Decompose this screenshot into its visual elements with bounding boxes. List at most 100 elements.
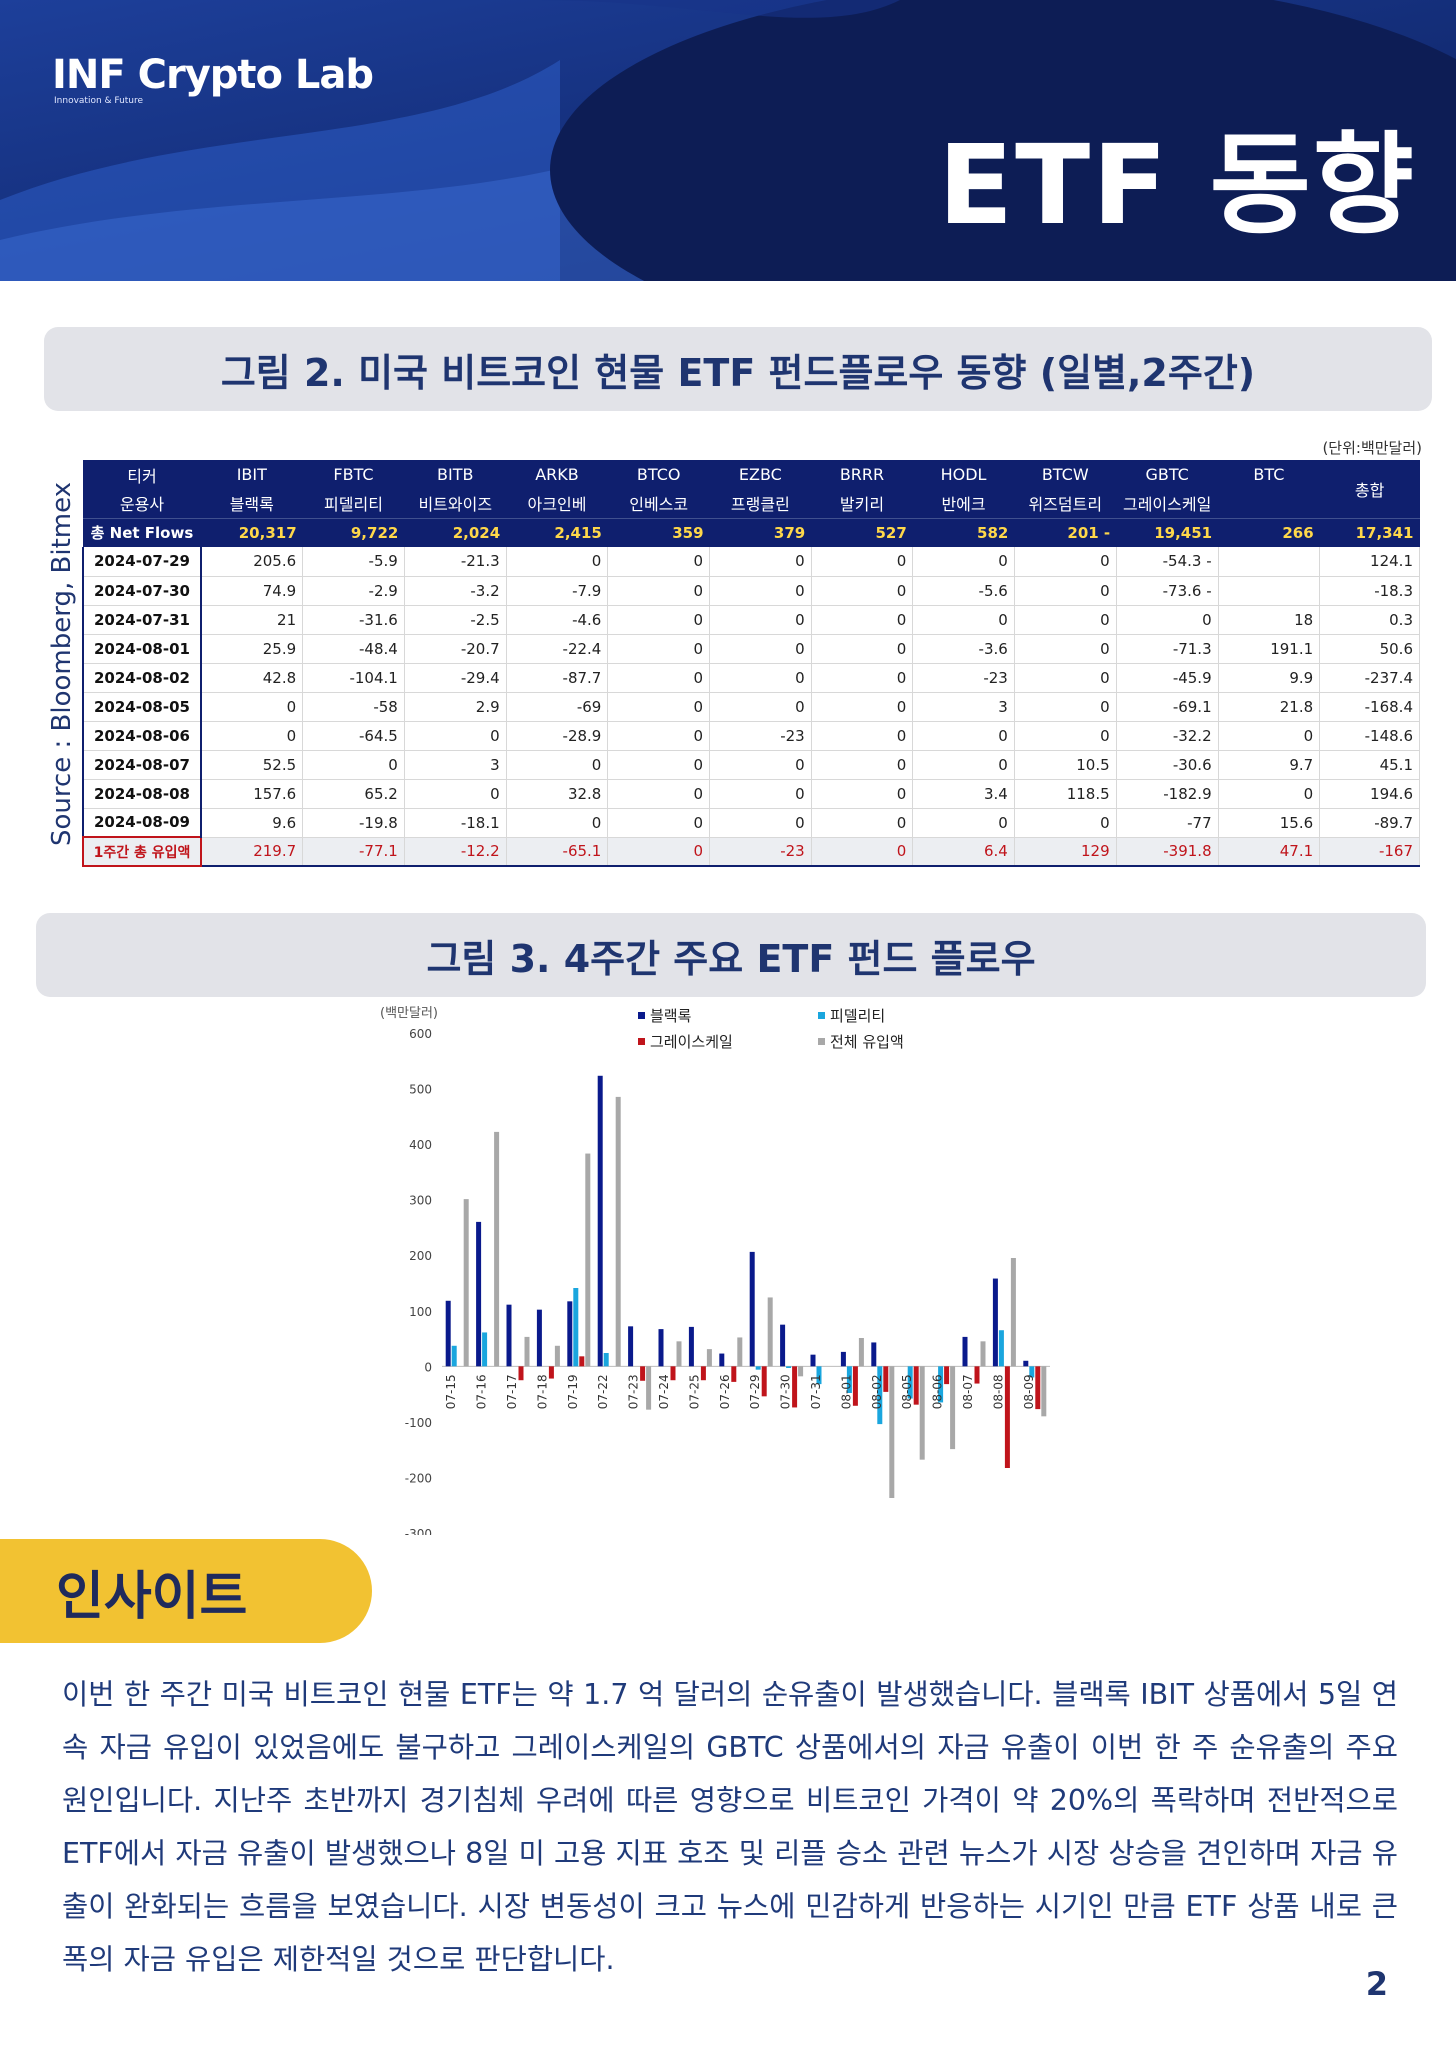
legend-swatch bbox=[638, 1038, 645, 1045]
weekly-total-cell: 0 bbox=[607, 837, 711, 867]
x-tick-label: 07-16 bbox=[475, 1374, 489, 1409]
flow-cell: -2.5 bbox=[404, 605, 507, 635]
y-tick-label: 500 bbox=[409, 1083, 432, 1097]
x-tick-label: 08-01 bbox=[839, 1374, 853, 1409]
row-date: 2024-08-06 bbox=[83, 721, 202, 751]
flow-cell: 9.6 bbox=[200, 808, 304, 838]
flow-cell: 0 bbox=[811, 721, 914, 751]
flow-cell: 0 bbox=[200, 692, 304, 722]
weekly-total-cell: -65.1 bbox=[506, 837, 609, 867]
x-tick-label: 07-18 bbox=[535, 1374, 549, 1409]
manager-header-cell: 블랙록 bbox=[200, 489, 303, 518]
ticker-header-cell: ARKB bbox=[506, 460, 608, 489]
flow-cell: -23 bbox=[709, 721, 812, 751]
insight-tab-label: 인사이트 bbox=[56, 1566, 248, 1627]
legend-label: 블랙록 bbox=[650, 1007, 692, 1025]
flow-cell: -45.9 bbox=[1116, 663, 1219, 693]
flow-cell: -32.2 bbox=[1116, 721, 1219, 751]
total-header-cell: 총합 bbox=[1319, 460, 1420, 518]
flow-cell: 0 bbox=[607, 692, 711, 722]
chart-ylabel: (백만달러) bbox=[380, 1006, 438, 1021]
bar-0 bbox=[719, 1353, 725, 1367]
flow-cell: 0 bbox=[607, 750, 711, 780]
flow-cell: 9.7 bbox=[1218, 750, 1321, 780]
flow-cell: -30.6 bbox=[1116, 750, 1219, 780]
x-tick-label: 08-07 bbox=[961, 1374, 975, 1409]
flow-cell: -87.7 bbox=[506, 663, 609, 693]
bar-0 bbox=[810, 1354, 816, 1367]
bar-1 bbox=[755, 1366, 761, 1370]
flow-cell: 0 bbox=[1014, 808, 1117, 838]
flow-cell: 3.4 bbox=[912, 779, 1015, 809]
page-number: 2 bbox=[1365, 1965, 1388, 2003]
figure3-heading: 그림 3. 4주간 주요 ETF 펀드 플로우 bbox=[426, 936, 1036, 981]
flow-cell bbox=[1218, 547, 1321, 577]
flow-cell bbox=[1218, 576, 1321, 606]
flow-cell: 50.6 bbox=[1319, 634, 1420, 664]
flow-cell: -3.2 bbox=[404, 576, 507, 606]
flow-cell: 0 bbox=[709, 547, 812, 577]
flow-cell: 124.1 bbox=[1319, 547, 1420, 577]
bar-0 bbox=[506, 1304, 512, 1367]
bar-0 bbox=[597, 1075, 603, 1367]
table-row: 2024-07-31 21 -31.6 -2.5 -4.6 0 0 0 0 0 0 18 0.3 bbox=[83, 605, 1420, 635]
x-tick-label: 07-23 bbox=[627, 1374, 641, 1409]
etf-flow-chart: (백만달러) 600 500 400 300 200 100 0 -100 -200 -300 07-… bbox=[380, 1006, 1050, 1535]
x-tick-label: 07-30 bbox=[779, 1374, 793, 1409]
bar-3 bbox=[737, 1337, 743, 1367]
table-row: 2024-08-02 42.8 -104.1 -29.4 -87.7 0 0 0 -23 0 -45… bbox=[83, 663, 1420, 693]
x-tick-label: 08-02 bbox=[870, 1374, 884, 1409]
net-flow-cell: 527 bbox=[811, 517, 913, 547]
manager-header-cell bbox=[1218, 489, 1320, 518]
insight-body: 이번 한 주간 미국 비트코인 현물 ETF는 약 1.7 억 달러의 순유출이… bbox=[62, 1678, 1398, 1976]
flow-cell: 0 bbox=[912, 808, 1015, 838]
flow-cell: -18.3 bbox=[1319, 576, 1420, 606]
bar-0 bbox=[992, 1278, 998, 1367]
x-tick-label: 08-09 bbox=[1022, 1374, 1036, 1409]
flow-cell: 0 bbox=[709, 634, 812, 664]
bar-2 bbox=[1035, 1366, 1041, 1410]
flow-cell: 10.5 bbox=[1014, 750, 1117, 780]
flow-cell: -22.4 bbox=[506, 634, 609, 664]
row-date: 2024-08-01 bbox=[83, 634, 202, 664]
bar-2 bbox=[640, 1366, 646, 1381]
bar-0 bbox=[749, 1251, 755, 1367]
flow-cell: 0 bbox=[1014, 692, 1117, 722]
flow-cell: 0 bbox=[811, 547, 914, 577]
flow-cell: 0 bbox=[607, 808, 711, 838]
flow-cell: 3 bbox=[912, 692, 1015, 722]
bar-2 bbox=[731, 1366, 737, 1382]
bar-3 bbox=[524, 1336, 530, 1367]
manager-header-cell: 아크인베 bbox=[506, 489, 608, 518]
source-text: Source : Bloomberg, Bitmex bbox=[47, 481, 78, 847]
table-row: 2024-08-08 157.6 65.2 0 32.8 0 0 0 3.4 118.5 -182.… bbox=[83, 779, 1420, 809]
table-row: 2024-08-06 0 -64.5 0 -28.9 0 -23 0 0 0 -32.2 0 -148.… bbox=[83, 721, 1420, 751]
weekly-total-cell: 219.7 bbox=[200, 837, 304, 867]
row-date: 2024-08-02 bbox=[83, 663, 202, 693]
flow-cell: 0 bbox=[811, 779, 914, 809]
y-tick-label: -300 bbox=[405, 1527, 432, 1535]
weekly-total-cell: -23 bbox=[709, 837, 812, 867]
insight-tab: 인사이트 bbox=[0, 1539, 372, 1643]
row-date: 2024-07-29 bbox=[83, 547, 202, 577]
flow-cell: 0 bbox=[607, 547, 711, 577]
flow-cell: 0 bbox=[1014, 634, 1117, 664]
flow-cell: 3 bbox=[404, 750, 507, 780]
flow-cell: 21 bbox=[200, 605, 304, 635]
legend-label: 전체 유입액 bbox=[830, 1033, 904, 1051]
flow-cell: 0 bbox=[607, 779, 711, 809]
flow-cell: 65.2 bbox=[302, 779, 405, 809]
flow-cell: 21.8 bbox=[1218, 692, 1321, 722]
net-flow-cell: 379 bbox=[709, 517, 812, 547]
ticker-header-cell: BTCW bbox=[1014, 460, 1117, 489]
flow-cell: 0 bbox=[811, 750, 914, 780]
flow-cell: -64.5 bbox=[302, 721, 405, 751]
bar-0 bbox=[476, 1221, 482, 1367]
flow-cell: 0 bbox=[1014, 576, 1117, 606]
bar-0 bbox=[628, 1326, 634, 1367]
flow-cell: 0 bbox=[607, 663, 711, 693]
flow-cell: 0 bbox=[811, 663, 914, 693]
bar-2 bbox=[852, 1366, 858, 1406]
table-row: 2024-07-30 74.9 -2.9 -3.2 -7.9 0 0 0 -5.6 0 -73.6 … bbox=[83, 576, 1420, 606]
x-tick-label: 07-15 bbox=[444, 1374, 458, 1409]
